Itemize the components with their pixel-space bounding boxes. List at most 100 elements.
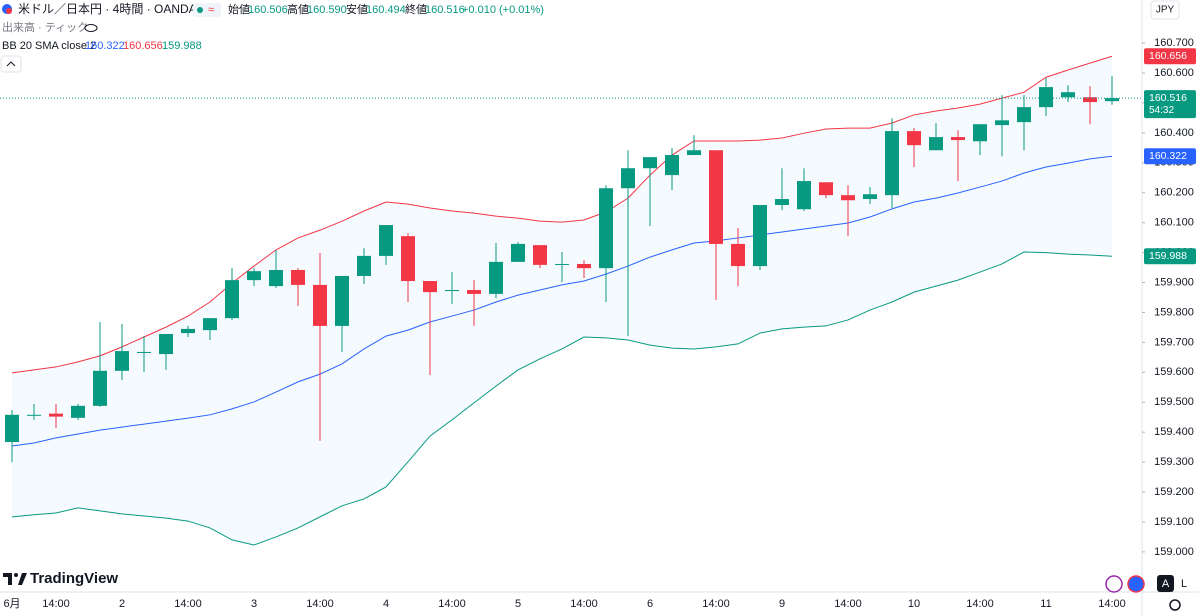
x-tick-label: 14:00 <box>570 598 598 610</box>
y-tick-label: 160.100 <box>1154 217 1194 229</box>
x-tick-label: 14:00 <box>1098 598 1126 610</box>
band-line <box>11 155 1113 447</box>
logo: TradingView <box>3 570 118 587</box>
candle-body <box>93 370 107 406</box>
candle-body <box>533 245 547 265</box>
candle-body <box>577 263 591 269</box>
ohlc-label: 始値 <box>228 2 250 16</box>
candle-body <box>357 255 371 276</box>
collapse-icon <box>6 61 16 67</box>
candle-body <box>1061 92 1075 98</box>
alert-icon[interactable] <box>1105 575 1123 593</box>
candle-body <box>907 131 921 146</box>
candle-body <box>313 284 327 326</box>
price-tag-label: 160.516 <box>1149 92 1187 104</box>
x-tick-label: 9 <box>779 598 785 610</box>
y-tick-label: 159.400 <box>1154 426 1194 438</box>
x-tick-label: 4 <box>383 598 389 610</box>
symbol-icon <box>6 8 12 14</box>
settings-icon[interactable] <box>1169 599 1181 611</box>
y-tick-label: 159.100 <box>1154 516 1194 528</box>
auto-button[interactable] <box>1157 575 1174 592</box>
indicator-value: 159.988 <box>162 40 202 52</box>
y-tick-label: 160.600 <box>1154 67 1194 79</box>
indicator-value: 160.322 <box>85 40 125 52</box>
y-tick-label: 159.600 <box>1154 366 1194 378</box>
candle-body <box>621 168 635 189</box>
candle-body <box>423 281 437 293</box>
indicator-label: BB 20 SMA close 2 <box>2 40 96 52</box>
status-icon: ≈ <box>208 4 214 16</box>
candle-body <box>5 414 19 443</box>
candle-body <box>137 351 151 353</box>
candle-body <box>27 414 41 416</box>
price-tag <box>1144 48 1196 65</box>
x-tick-label: 14:00 <box>438 598 466 610</box>
ohlc-label: 安値 <box>346 2 368 16</box>
y-tick-label: 159.000 <box>1154 546 1194 558</box>
candle-body <box>379 225 393 256</box>
x-tick-label: 14:00 <box>306 598 334 610</box>
candle-body <box>335 275 349 326</box>
candle-body <box>291 269 305 285</box>
ohlc-value: 160.494 <box>366 4 406 16</box>
x-tick-label: 14:00 <box>702 598 730 610</box>
y-tick-label: 160.400 <box>1154 127 1194 139</box>
logo-mark <box>18 573 27 585</box>
candle-body <box>863 194 877 200</box>
candle-body <box>929 137 943 151</box>
price-tag-label: 159.988 <box>1149 250 1187 262</box>
candle-body <box>49 413 63 417</box>
change: +0.010 (+0.01%) <box>462 4 544 16</box>
y-tick-label: 159.800 <box>1154 306 1194 318</box>
flag-icon[interactable] <box>1127 575 1145 593</box>
candle-body <box>71 405 85 418</box>
candle-body <box>203 318 217 331</box>
candle-body <box>247 271 261 281</box>
candle-body <box>269 269 283 287</box>
candle-body <box>819 182 833 196</box>
x-tick-label: 6 <box>647 598 653 610</box>
currency-box[interactable] <box>1150 0 1180 20</box>
candle-body <box>731 243 745 267</box>
x-tick-label: 14:00 <box>42 598 70 610</box>
candle-body <box>445 290 459 292</box>
price-tag-label: 160.322 <box>1149 150 1187 162</box>
candle-body <box>753 205 767 267</box>
symbol: 米ドル／日本円 · 4時間 · OANDA <box>18 2 197 16</box>
candle-body <box>995 120 1009 126</box>
y-tick-label: 159.500 <box>1154 396 1194 408</box>
x-tick-label: 6月 <box>3 598 20 610</box>
y-tick-label: 160.700 <box>1154 37 1194 49</box>
candle-body <box>709 150 723 244</box>
logo-mark <box>14 573 18 577</box>
candle-body <box>951 137 965 141</box>
status-dot <box>197 7 203 13</box>
candle-body <box>1017 107 1031 123</box>
collapse-button[interactable] <box>0 55 22 73</box>
eye-icon[interactable] <box>84 24 98 32</box>
y-tick-label: 159.200 <box>1154 486 1194 498</box>
ohlc-label: 終値 <box>405 2 427 16</box>
candle-body <box>1083 97 1097 103</box>
candle-body <box>1105 98 1119 102</box>
header: 米ドル／日本円 · 4時間 · OANDA ≈ 始値 160.506 高値 16… <box>0 0 1180 73</box>
countdown: 54:32 <box>1149 105 1174 116</box>
ohlc-label: 高値 <box>287 2 309 16</box>
y-tick-label: 160.200 <box>1154 187 1194 199</box>
candle-body <box>775 199 789 206</box>
price-tag <box>1144 148 1196 165</box>
ohlc-value: 160.590 <box>307 4 347 16</box>
candle-body <box>225 280 239 319</box>
price-tag <box>1144 90 1196 119</box>
candle-body <box>797 181 811 210</box>
x-tick-label: 5 <box>515 598 521 610</box>
auto-label[interactable]: A <box>1162 578 1170 590</box>
currency[interactable]: JPY <box>1156 5 1175 16</box>
candle-body <box>841 195 855 201</box>
log-label[interactable]: L <box>1181 578 1187 590</box>
candle-body <box>643 157 657 169</box>
ohlc-value: 160.516 <box>425 4 465 16</box>
candle-body <box>489 261 503 294</box>
price-tag-label: 160.656 <box>1149 50 1187 62</box>
